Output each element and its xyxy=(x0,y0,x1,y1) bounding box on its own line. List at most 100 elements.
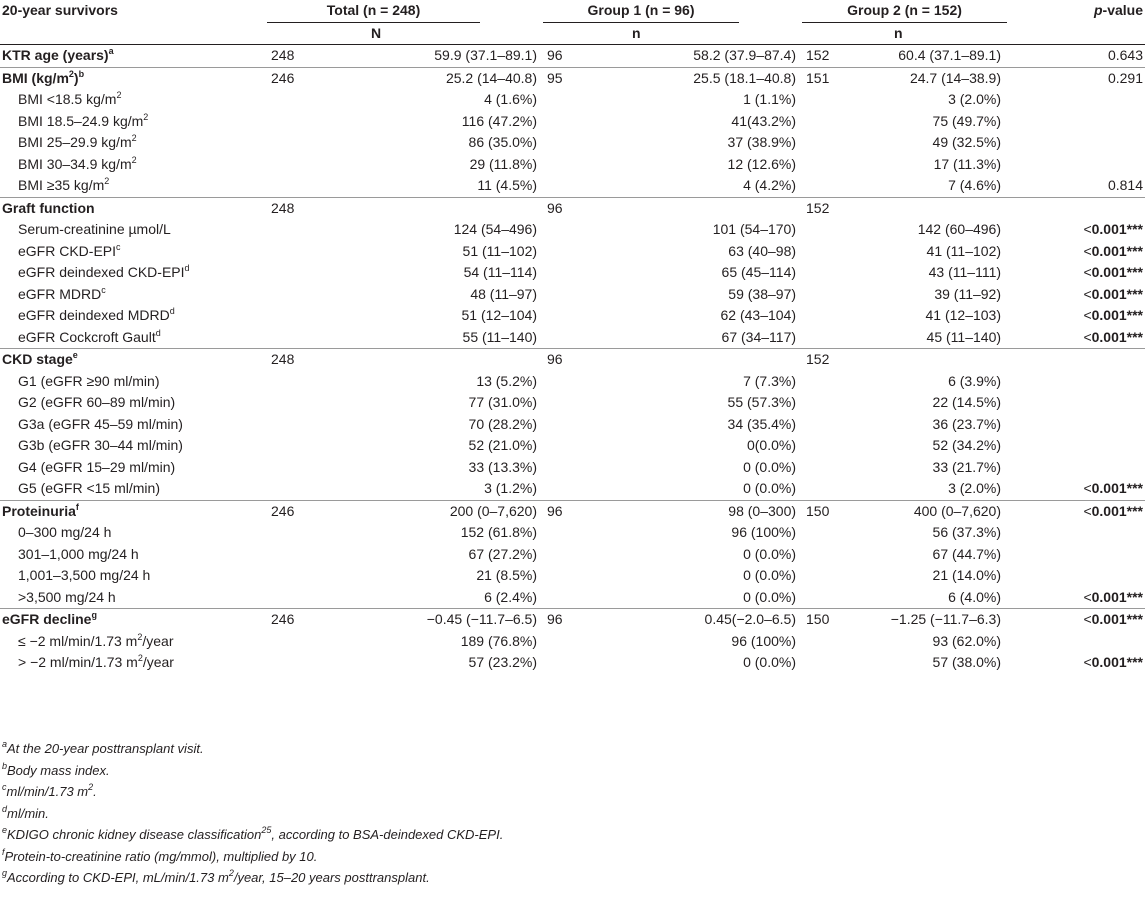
p-less-than: < xyxy=(1083,611,1092,627)
table-row: 0–300 mg/24 h 152 (61.8%) 96 (100%) 56 (37.… xyxy=(0,522,1145,544)
stat-total: 52 (21.0%) xyxy=(468,437,538,453)
table-row: BMI (kg/m2)b 246 25.2 (14–40.8) 95 25.5 (18.… xyxy=(0,66,1145,89)
n-total: 248 xyxy=(267,44,317,67)
stat-group1: 96 (100%) xyxy=(731,632,797,649)
p-value-cell xyxy=(1007,522,1145,544)
stat-group2: −1.25 (−11.7–6.3) xyxy=(852,608,1008,631)
stat-total: −0.45 (−11.7–6.5) xyxy=(317,608,544,631)
table-row: > −2 ml/min/1.73 m2/year 57 (23.2%) 0 (0.0… xyxy=(0,652,1145,674)
n-group1 xyxy=(543,89,593,111)
stat-total xyxy=(317,348,544,371)
footnote-text: Body mass index. xyxy=(7,762,110,778)
stat-group2: 39 (11–92) xyxy=(934,285,1002,302)
stat-group1: 62 (43–104) xyxy=(720,307,797,323)
table-row: eGFR CKD-EPIc 51 (11–102) 63 (40–98) 41 (11… xyxy=(0,241,1145,263)
p-value-cell: <0.001*** xyxy=(1007,241,1145,263)
table-row: 1,001–3,500 mg/24 h 21 (8.5%) 0 (0.0%) 21 (… xyxy=(0,565,1145,587)
row-label: G3a (eGFR 45–59 ml/min) xyxy=(18,415,183,432)
stat-group1: 0 (0.0%) xyxy=(743,567,797,583)
row-label-suffix: ) xyxy=(73,69,79,86)
p-value: 0.001*** xyxy=(1091,221,1144,237)
footnote-superscript: 2 xyxy=(88,782,94,792)
n-total xyxy=(267,392,317,414)
label-superscript: 2 xyxy=(137,653,143,663)
footnote-marker: f xyxy=(75,501,79,512)
row-label: BMI ≥35 kg/m xyxy=(18,177,105,193)
n-group1 xyxy=(543,544,593,566)
n-group2 xyxy=(802,219,852,241)
stat-group1: 0 (0.0%) xyxy=(743,588,797,605)
row-label-cell: eGFR deindexed MDRDd xyxy=(0,305,267,327)
footnote-text: ml/min/1.73 m xyxy=(6,784,89,799)
n-group1 xyxy=(543,241,593,263)
stat-total: 67 (27.2%) xyxy=(468,545,538,562)
row-label: eGFR deindexed MDRD xyxy=(18,307,170,323)
row-label: CKD stage xyxy=(2,351,73,367)
table-body: KTR age (years)a 248 59.9 (37.1–89.1) 96 58.… xyxy=(0,44,1145,674)
p-less-than: < xyxy=(1083,264,1092,280)
n-total: 248 xyxy=(267,196,317,219)
n-total: 246 xyxy=(267,499,317,522)
label-superscript: 2 xyxy=(143,111,149,122)
n-group2 xyxy=(802,241,852,263)
n-group2 xyxy=(802,652,852,674)
p-value-cell: <0.001*** xyxy=(1007,284,1145,306)
stat-total: 51 (12–104) xyxy=(461,307,538,323)
n-group1: 96 xyxy=(543,44,594,67)
n-group1 xyxy=(543,652,593,674)
footnote-marker: c xyxy=(2,782,7,792)
footnote: fProtein-to-creatinine ratio (mg/mmol), … xyxy=(2,846,503,868)
p-less-than: < xyxy=(1083,307,1092,323)
stat-group1: 67 (34–117) xyxy=(721,328,797,345)
label-superscript: 2 xyxy=(68,68,74,79)
stat-group1: 96 (100%) xyxy=(731,524,797,540)
table-row: G4 (eGFR 15–29 ml/min) 33 (13.3%) 0 (0.0%)… xyxy=(0,457,1145,479)
n-total xyxy=(267,631,317,653)
row-label: BMI 30–34.9 kg/m xyxy=(18,155,132,172)
stat-total xyxy=(317,196,544,219)
stat-group1: 0 (0.0%) xyxy=(743,545,797,562)
footnote-marker: b xyxy=(78,68,85,79)
p-value-cell: <0.001*** xyxy=(1007,587,1145,609)
stat-group2: 3 (2.0%) xyxy=(948,480,1002,496)
footnote: eKDIGO chronic kidney disease classifica… xyxy=(2,824,503,846)
stat-total: 124 (54–496) xyxy=(453,221,538,237)
stat-group2: 142 (60–496) xyxy=(917,221,1002,237)
p-value-cell: 0.814 xyxy=(1007,175,1145,197)
footnote-marker: b xyxy=(2,760,8,771)
stat-group2 xyxy=(852,348,1008,371)
stat-group2: 36 (23.7%) xyxy=(932,415,1002,432)
n-group2 xyxy=(802,457,852,479)
n-group1: 95 xyxy=(543,66,594,89)
p-value-cell xyxy=(1007,348,1145,371)
stat-total: 48 (11–97) xyxy=(470,285,538,302)
n-total xyxy=(267,262,317,284)
stat-group1: 37 (38.9%) xyxy=(727,134,797,150)
n-total xyxy=(267,111,317,133)
row-label: G3b (eGFR 30–44 ml/min) xyxy=(18,437,183,453)
footnote-marker: f xyxy=(2,846,5,857)
p-value: 0.001*** xyxy=(1091,502,1144,519)
n-group1: 96 xyxy=(543,608,594,631)
table-row: KTR age (years)a 248 59.9 (37.1–89.1) 96 58.… xyxy=(0,44,1145,67)
p-value-cell: <0.001*** xyxy=(1007,262,1145,284)
row-label: eGFR Cockcroft Gault xyxy=(18,328,156,345)
p-value-cell xyxy=(1007,414,1145,436)
footnote-marker: d xyxy=(2,803,8,814)
stat-total: 6 (2.4%) xyxy=(484,588,538,605)
footnote-marker: d xyxy=(155,327,161,338)
stat-group2: 24.7 (14–38.9) xyxy=(852,66,1008,89)
row-label-cell: 1,001–3,500 mg/24 h xyxy=(0,565,267,587)
stat-group1: 58.2 (37.9–87.4) xyxy=(593,44,803,67)
n-total xyxy=(267,457,317,479)
row-label-cell: eGFR declineg xyxy=(0,608,267,631)
n-group2: 152 xyxy=(802,348,853,371)
row-label: ≤ −2 ml/min/1.73 m xyxy=(18,632,138,649)
stat-group2: 41 (11–102) xyxy=(926,242,1002,259)
n-group2 xyxy=(802,371,852,393)
stat-group1: 65 (45–114) xyxy=(721,264,797,280)
n-group2 xyxy=(802,414,852,436)
table-row: eGFR deindexed MDRDd 51 (12–104) 62 (43–10… xyxy=(0,305,1145,327)
header-total: Total (n = 248) xyxy=(267,0,481,23)
p-value: 0.001*** xyxy=(1091,588,1144,605)
